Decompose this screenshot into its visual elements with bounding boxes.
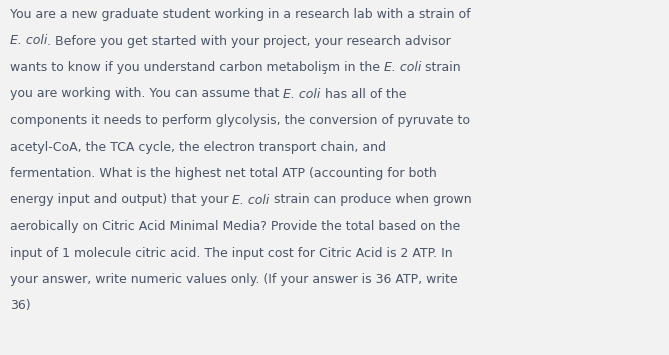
Text: input of 1 molecule citric acid. The input cost for Citric Acid is 2 ATP. In: input of 1 molecule citric acid. The inp… <box>10 246 453 260</box>
Text: You are a new graduate student working in a research lab with a strain of: You are a new graduate student working i… <box>10 8 470 21</box>
Text: strain can produce when grown: strain can produce when grown <box>270 193 472 207</box>
Text: has all of the: has all of the <box>320 87 406 100</box>
Text: E. coli: E. coli <box>233 193 270 207</box>
Text: components it needs to perform glycolysis, the conversion of pyruvate to: components it needs to perform glycolysi… <box>10 114 470 127</box>
Text: acetyl-CoA, the TCA cycle, the electron transport chain, and: acetyl-CoA, the TCA cycle, the electron … <box>10 141 386 153</box>
Text: energy input and output) that your: energy input and output) that your <box>10 193 233 207</box>
Text: you are working with. You can assume that: you are working with. You can assume tha… <box>10 87 284 100</box>
Text: E. coli: E. coli <box>10 34 47 48</box>
Text: 36): 36) <box>10 300 31 312</box>
Text: fermentation. What is the highest net total ATP (accounting for both: fermentation. What is the highest net to… <box>10 167 437 180</box>
Text: E. coli: E. coli <box>284 87 320 100</box>
Text: E. coli: E. coli <box>384 61 421 74</box>
Text: your answer, write numeric values only. (If your answer is 36 ATP, write: your answer, write numeric values only. … <box>10 273 458 286</box>
Text: strain: strain <box>421 61 461 74</box>
Text: aerobically on Citric Acid Minimal Media? Provide the total based on the: aerobically on Citric Acid Minimal Media… <box>10 220 460 233</box>
Text: wants to know if you understand carbon metabolişm in the: wants to know if you understand carbon m… <box>10 61 384 74</box>
Text: . Before you get started with your project, your research advisor: . Before you get started with your proje… <box>47 34 451 48</box>
